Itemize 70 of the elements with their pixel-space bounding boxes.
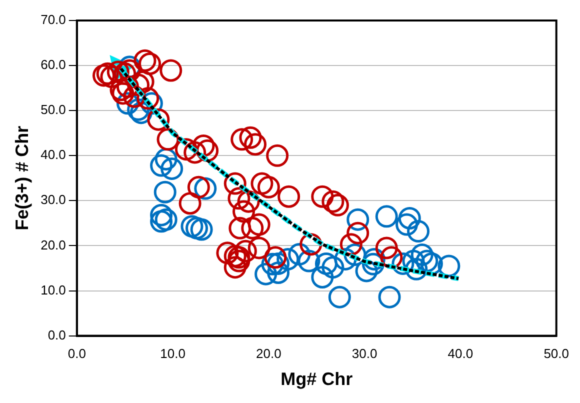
point (228, 216, 252, 240)
point (180, 215, 204, 238)
point (410, 243, 434, 266)
y-tick-label: 60.0 (40, 57, 66, 72)
point (398, 206, 421, 230)
point (150, 210, 173, 233)
y-tick-label: 10.0 (40, 282, 66, 298)
point (154, 180, 176, 204)
point (248, 213, 270, 236)
point (216, 242, 239, 264)
point (239, 126, 262, 149)
point (322, 256, 344, 279)
point (134, 49, 156, 72)
point (378, 286, 401, 308)
point (186, 216, 208, 240)
point (405, 258, 428, 280)
point (224, 256, 246, 279)
point (160, 59, 182, 82)
point (244, 133, 267, 156)
point (264, 246, 287, 269)
y-tick-label: 40.0 (40, 147, 66, 162)
point (150, 154, 173, 177)
point (154, 208, 178, 231)
point (311, 266, 334, 288)
x-tick-label: 10.0 (160, 346, 186, 362)
point (232, 200, 255, 223)
point (346, 208, 370, 231)
point (228, 250, 250, 272)
point (150, 204, 173, 226)
point (187, 176, 210, 198)
point (230, 128, 254, 151)
point (407, 220, 430, 243)
point (416, 250, 438, 272)
x-tick-label: 50.0 (544, 346, 570, 362)
point (257, 176, 280, 198)
point (278, 185, 300, 208)
y-axis-title: Fe(3+) # Chr (12, 126, 32, 230)
point (190, 218, 213, 241)
y-tick-label: 70.0 (40, 12, 66, 28)
x-axis-title: Mg# Chr (280, 369, 353, 390)
y-tick-label: 20.0 (40, 237, 66, 252)
point (248, 236, 270, 260)
point (311, 185, 334, 208)
point (322, 190, 344, 213)
point (314, 252, 338, 275)
point (267, 261, 290, 284)
point (346, 222, 370, 244)
y-tick-label: 0.0 (48, 327, 66, 342)
x-tick-label: 0.0 (68, 346, 86, 362)
point (375, 236, 398, 260)
x-tick-label: 40.0 (448, 346, 474, 362)
point (250, 172, 274, 195)
point (241, 216, 264, 240)
x-tick-label: 20.0 (256, 346, 282, 362)
y-tick-label: 50.0 (40, 102, 66, 118)
point (328, 286, 351, 308)
point (298, 250, 320, 272)
x-tick-label: 30.0 (352, 346, 378, 362)
point (266, 144, 289, 167)
point (160, 157, 184, 180)
point (178, 192, 202, 215)
point (375, 205, 398, 228)
point (288, 243, 311, 266)
point (396, 213, 418, 236)
point (138, 52, 162, 75)
point (224, 244, 246, 268)
point (326, 194, 349, 216)
y-tick-label: 30.0 (40, 192, 66, 208)
point (276, 248, 300, 270)
point (234, 240, 257, 262)
